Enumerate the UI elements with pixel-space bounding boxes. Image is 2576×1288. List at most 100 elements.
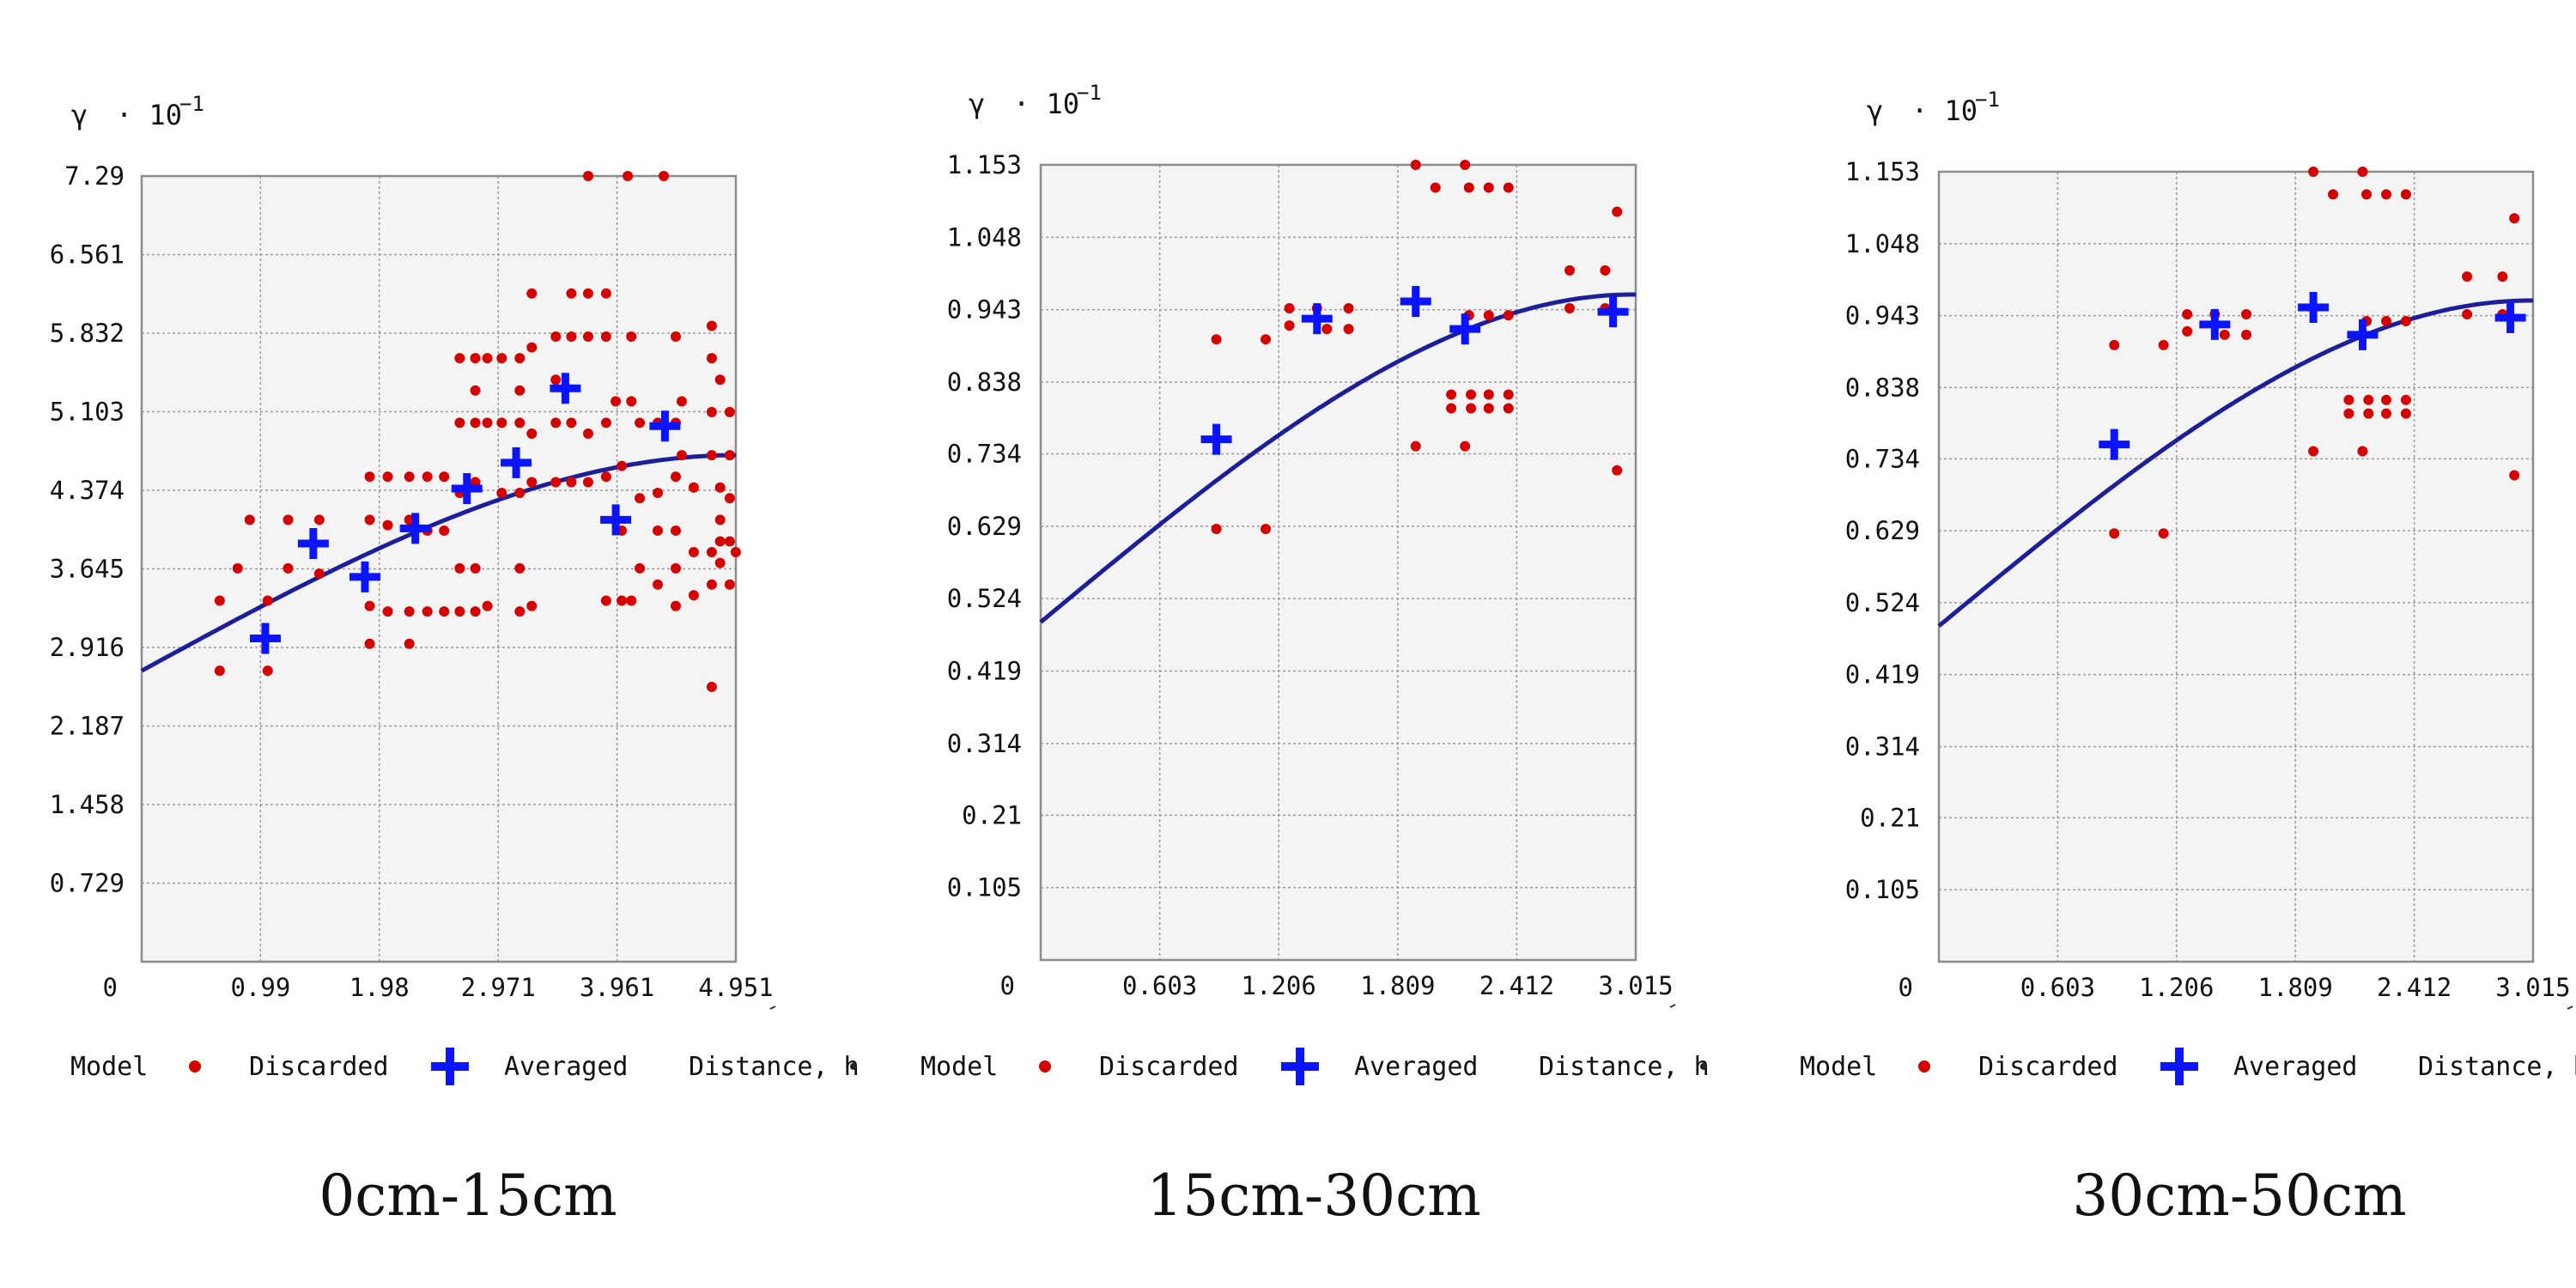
y-scale-label: · 10 xyxy=(1911,94,1978,127)
x-axis-label: Distance, h xyxy=(689,1052,860,1082)
discarded-point xyxy=(600,417,611,428)
discarded-point xyxy=(600,471,611,483)
discarded-point xyxy=(496,488,507,499)
discarded-point xyxy=(653,525,664,536)
y-tick-label: 0.629 xyxy=(947,512,1022,541)
discarded-point xyxy=(724,579,735,590)
plot-frame xyxy=(140,174,738,963)
y-scale-exponent: −1 xyxy=(1077,81,1102,105)
discarded-point xyxy=(496,353,507,364)
discarded-point xyxy=(1503,403,1514,414)
discarded-point xyxy=(1211,524,1222,535)
discarded-point xyxy=(364,638,375,649)
discarded-point xyxy=(1503,310,1514,321)
discarded-point xyxy=(2381,408,2392,419)
model-curve xyxy=(1937,298,2533,628)
y-axis-label: γ xyxy=(1867,94,1883,127)
discarded-point xyxy=(1284,303,1295,314)
discarded-point xyxy=(454,606,465,617)
discarded-point xyxy=(482,600,493,611)
legend-discarded-label: Discarded xyxy=(1099,1052,1239,1082)
discarded-point xyxy=(2343,394,2354,405)
averaged-point xyxy=(249,623,281,654)
discarded-point xyxy=(2158,528,2169,539)
discarded-point xyxy=(611,396,622,407)
discarded-point xyxy=(313,514,325,526)
y-tick-label: 0.734 xyxy=(1845,444,1920,473)
y-tick-label: 2.187 xyxy=(50,712,125,741)
averaged-point xyxy=(451,472,483,504)
discarded-point xyxy=(1463,182,1474,193)
discarded-point xyxy=(382,471,393,483)
discarded-point xyxy=(688,482,699,493)
discarded-point xyxy=(724,450,735,461)
discarded-point xyxy=(1564,264,1575,276)
averaged-point xyxy=(1597,296,1629,328)
discarded-point xyxy=(1211,334,1222,345)
axis-end-mark xyxy=(769,1005,776,1010)
discarded-point xyxy=(470,353,481,364)
discarded-point xyxy=(232,562,243,574)
discarded-point xyxy=(404,471,415,483)
x-tick-label: 2.412 xyxy=(2377,973,2451,1002)
plot-frame xyxy=(1937,170,2535,963)
discarded-point xyxy=(1261,524,1272,535)
discarded-point xyxy=(550,374,562,386)
legend-averaged-marker xyxy=(431,1048,469,1085)
y-tick-label: 0.943 xyxy=(1845,301,1920,331)
discarded-point xyxy=(1446,389,1457,400)
legend-averaged-marker xyxy=(2160,1048,2198,1085)
y-scale-label: · 10 xyxy=(1013,88,1079,120)
discarded-point xyxy=(1600,264,1611,276)
x-tick-label: 1.809 xyxy=(2258,973,2333,1002)
discarded-point xyxy=(2328,189,2339,200)
discarded-point xyxy=(2462,271,2473,283)
y-tick-label: 0.838 xyxy=(947,368,1022,397)
discarded-point xyxy=(2219,329,2230,340)
discarded-point xyxy=(496,417,507,428)
averaged-point xyxy=(1200,423,1232,455)
discarded-point xyxy=(1466,403,1477,414)
discarded-point xyxy=(676,450,687,461)
discarded-point xyxy=(526,428,538,439)
discarded-point xyxy=(2308,167,2319,177)
discarded-point xyxy=(2109,339,2120,350)
discarded-point xyxy=(1430,182,1441,193)
y-tick-label: 1.048 xyxy=(1845,229,1920,258)
discarded-point xyxy=(706,681,717,692)
averaged-point xyxy=(649,410,681,442)
discarded-point xyxy=(566,417,577,428)
legend-averaged-label: Averaged xyxy=(504,1052,629,1082)
discarded-point xyxy=(706,450,717,461)
discarded-point xyxy=(1503,389,1514,400)
averaged-point xyxy=(297,528,329,560)
y-tick-label: 0.524 xyxy=(947,584,1022,613)
discarded-point xyxy=(658,171,669,181)
discarded-point xyxy=(688,547,699,558)
discarded-point xyxy=(670,562,681,574)
discarded-point xyxy=(454,562,465,574)
averaged-point xyxy=(1400,286,1431,318)
averaged-point xyxy=(2298,291,2330,323)
y-tick-label: 0.729 xyxy=(50,869,125,898)
discarded-point xyxy=(470,562,481,574)
discarded-point xyxy=(724,493,735,504)
discarded-point xyxy=(2509,470,2520,481)
discarded-point xyxy=(2381,189,2392,200)
discarded-point xyxy=(2308,446,2319,457)
y-axis-label: γ xyxy=(969,88,985,120)
discarded-point xyxy=(262,595,273,606)
discarded-point xyxy=(214,595,225,606)
x-axis-label: Distance, h xyxy=(1539,1052,1710,1082)
discarded-point xyxy=(283,514,294,526)
discarded-point xyxy=(364,471,375,483)
discarded-point xyxy=(653,579,664,590)
x-tick-label: 0.99 xyxy=(230,973,290,1002)
discarded-point xyxy=(2357,446,2368,457)
discarded-point xyxy=(482,417,493,428)
averaged-point xyxy=(501,447,532,478)
discarded-point xyxy=(714,482,726,493)
discarded-point xyxy=(470,477,481,488)
discarded-point xyxy=(514,385,526,396)
legend: Model Discarded Averaged Distance, h xyxy=(1800,1048,2576,1085)
